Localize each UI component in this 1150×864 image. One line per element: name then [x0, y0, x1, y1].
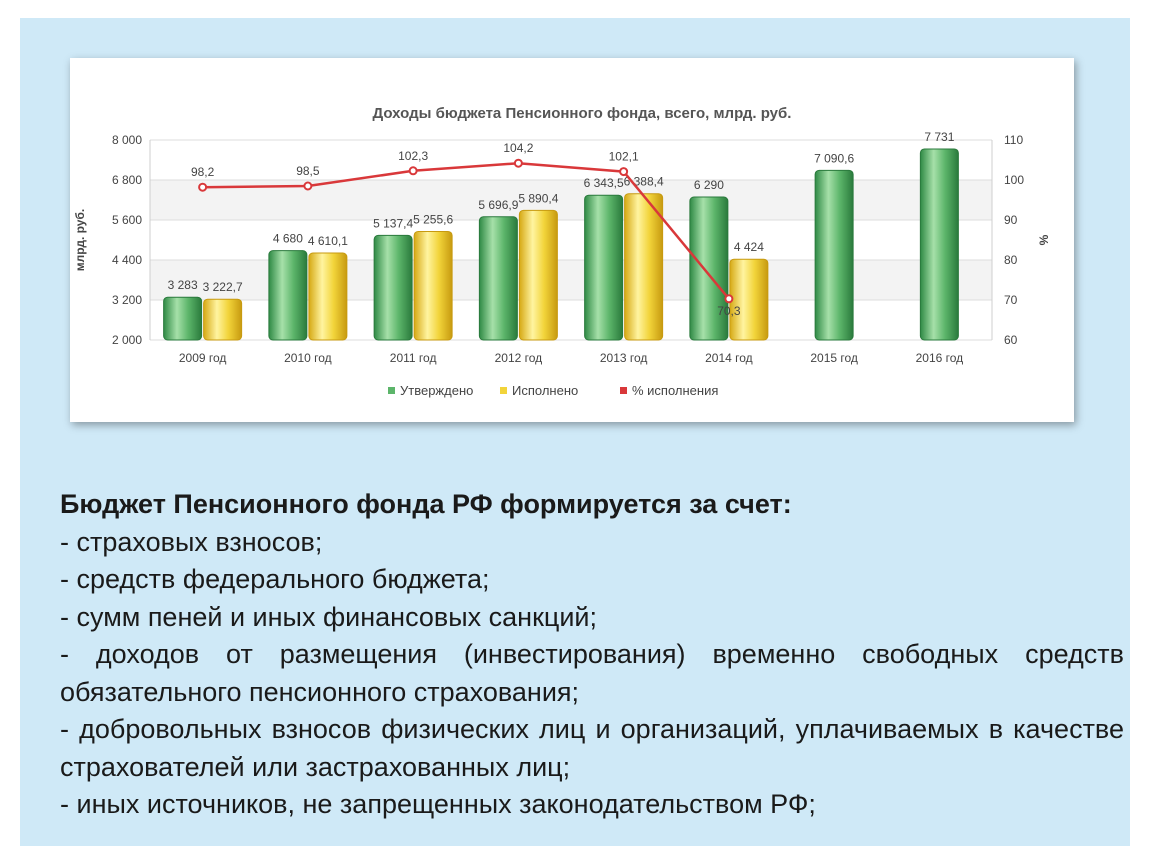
line-point: [303, 181, 313, 191]
bar-value-label: 4 610,1: [308, 234, 348, 248]
bar-value-label: 7 731: [924, 130, 954, 144]
x-tick-label: 2015 год: [810, 351, 858, 365]
legend-label: Утверждено: [400, 383, 473, 398]
bar-executed: [624, 193, 664, 341]
line-point: [619, 167, 629, 177]
bar-approved: [163, 296, 203, 341]
legend-label: % исполнения: [632, 383, 718, 398]
bar-value-label: 5 890,4: [518, 191, 558, 205]
income-chart: Доходы бюджета Пенсионного фонда, всего,…: [73, 105, 1051, 398]
line-value-label: 102,1: [609, 150, 639, 164]
x-tick-label: 2011 год: [390, 351, 437, 365]
chart-panel: Доходы бюджета Пенсионного фонда, всего,…: [70, 58, 1074, 422]
y2-tick-label: 100: [1004, 173, 1024, 187]
x-tick-label: 2009 год: [179, 351, 227, 365]
chart-title: Доходы бюджета Пенсионного фонда, всего,…: [373, 105, 792, 122]
bar-approved: [584, 194, 624, 341]
bar-approved: [919, 148, 959, 341]
funding-sources-text: Бюджет Пенсионного фонда РФ формируется …: [60, 486, 1124, 824]
y-tick-label: 3 200: [112, 293, 142, 307]
line-point: [513, 158, 523, 168]
y-axis-title: млрд. руб.: [73, 209, 87, 271]
bar-value-label: 3 222,7: [203, 280, 243, 294]
bar-executed: [413, 230, 453, 341]
y2-tick-label: 110: [1004, 133, 1023, 147]
funding-item: - средств федерального бюджета;: [60, 564, 490, 594]
bar-approved: [268, 250, 308, 341]
y-tick-label: 4 400: [112, 253, 142, 267]
legend-swatch: [620, 387, 627, 394]
y2-tick-label: 90: [1004, 213, 1018, 227]
bar-value-label: 5 696,9: [478, 198, 518, 212]
line-value-label: 98,2: [191, 165, 215, 179]
bar-approved: [689, 196, 729, 341]
bar-value-label: 7 090,6: [814, 151, 854, 165]
funding-item: - добровольных взносов физических лиц и …: [60, 714, 1124, 782]
x-tick-label: 2012 год: [495, 351, 543, 365]
slide-background: Доходы бюджета Пенсионного фонда, всего,…: [20, 18, 1130, 846]
bar-approved: [373, 234, 413, 341]
legend-label: Исполнено: [512, 383, 578, 398]
funding-heading: Бюджет Пенсионного фонда РФ формируется …: [60, 489, 792, 519]
funding-item: - сумм пеней и иных финансовых санкций;: [60, 601, 598, 632]
x-tick-label: 2013 год: [600, 351, 648, 365]
bar-executed: [518, 209, 558, 341]
line-value-label: 98,5: [296, 164, 320, 178]
line-point: [724, 294, 734, 304]
y-tick-label: 8 000: [112, 133, 142, 147]
bar-value-label: 6 290: [694, 178, 724, 192]
y-tick-label: 2 000: [112, 333, 142, 347]
line-point: [198, 182, 208, 192]
bar-executed: [308, 252, 348, 341]
funding-item: - доходов от размещения (инвестирования)…: [60, 639, 1124, 707]
line-value-label: 102,3: [398, 149, 428, 163]
legend-swatch: [500, 387, 507, 394]
bar-approved: [814, 169, 854, 341]
bar-value-label: 3 283: [168, 278, 198, 292]
y-tick-label: 5 600: [112, 213, 142, 227]
bar-value-label: 5 137,4: [373, 216, 413, 230]
legend-swatch: [388, 387, 395, 394]
x-tick-label: 2010 год: [284, 351, 332, 365]
bar-value-label: 6 343,5: [584, 176, 624, 190]
x-tick-label: 2014 год: [705, 351, 753, 365]
line-point: [408, 166, 418, 176]
y2-tick-label: 80: [1004, 253, 1018, 267]
line-value-label: 104,2: [503, 141, 533, 155]
bar-value-label: 6 388,4: [624, 175, 664, 189]
bar-value-label: 5 255,6: [413, 212, 453, 226]
bar-value-label: 4 680: [273, 232, 303, 246]
y2-tick-label: 70: [1004, 293, 1018, 307]
bar-executed: [203, 298, 243, 341]
bar-approved: [478, 216, 518, 341]
x-tick-label: 2016 год: [916, 351, 964, 365]
y-tick-label: 6 800: [112, 173, 142, 187]
line-percent-execution: [202, 161, 730, 300]
bar-executed: [729, 258, 769, 341]
funding-item: - страховых взносов;: [60, 526, 323, 557]
y2-tick-label: 60: [1004, 333, 1018, 347]
y2-axis-title: %: [1037, 234, 1051, 245]
bar-value-label: 4 424: [734, 240, 764, 254]
funding-item: - иных источников, не запрещенных законо…: [60, 789, 816, 819]
line-value-label: 70,3: [717, 304, 741, 318]
